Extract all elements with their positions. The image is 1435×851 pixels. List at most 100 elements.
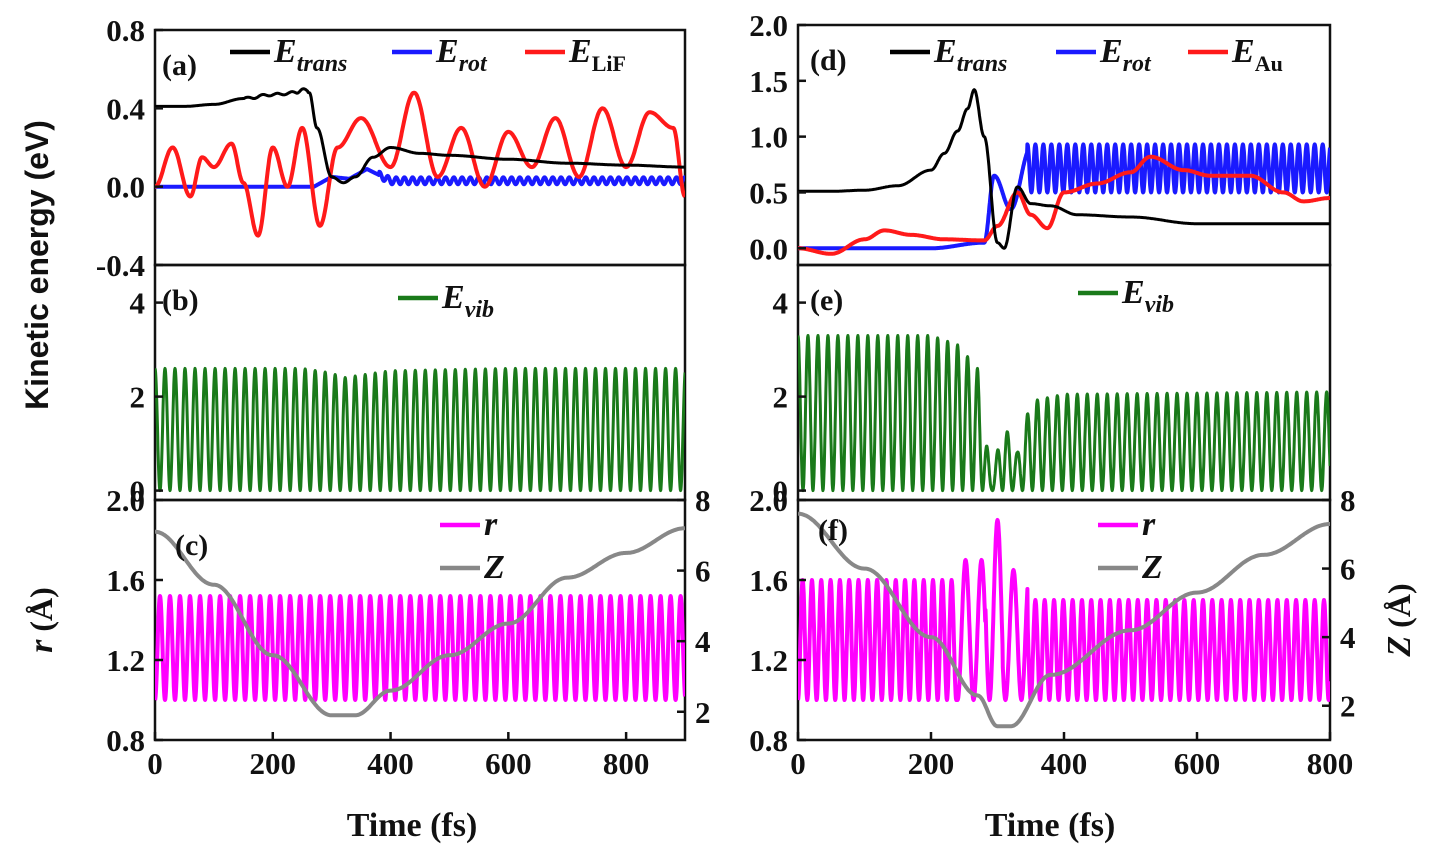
panel-f-legend-item-1-text: Z — [1141, 549, 1163, 586]
panel-a-label: (a) — [162, 49, 197, 82]
panel-a-legend-item-2-text: ELiF — [568, 33, 626, 76]
panel-f-y-tick-label-3: 0.8 — [749, 723, 788, 758]
panel-a-plot — [155, 87, 685, 238]
series-e-vib-line — [155, 366, 685, 493]
right-x-tick-label-3: 600 — [1174, 746, 1221, 781]
series-r-line — [798, 518, 1330, 702]
series-e-lif-line — [155, 90, 685, 238]
panel-c-y-tick-label-2: 1.2 — [106, 643, 145, 678]
panel-d-y-tick-label-0: 2.0 — [749, 8, 788, 43]
panel-b-legend-item-0-text: Evib — [441, 279, 494, 323]
series-r-line — [155, 594, 685, 702]
clip-e-area — [798, 334, 1330, 493]
clip-b-area — [155, 366, 685, 493]
series-z-line — [798, 511, 1330, 729]
right-x-tick-label-4: 800 — [1307, 746, 1354, 781]
panel-e-legend: Evib — [1078, 274, 1174, 318]
panel-e-legend-item-0-text: Evib — [1121, 274, 1174, 318]
panel-d-y-tick-label-3: 0.5 — [749, 175, 788, 210]
panel-f-y2-tick-label-3: 2 — [1340, 689, 1356, 724]
panel-a-y-tick-label-3: -0.4 — [96, 248, 145, 283]
panel-f-y-tick-label-0: 2.0 — [749, 483, 788, 518]
panel-c-y2-tick-label-2: 4 — [695, 624, 711, 659]
series-e-vib-line — [798, 334, 1330, 493]
panel-b-y-tick-label-2: 0 — [130, 474, 146, 509]
panel-d-legend: Etrans Erot EAu — [890, 33, 1283, 77]
panel-a-y-tick-label-1: 0.4 — [106, 91, 145, 126]
panel-c-legend-item-1-text: Z — [483, 549, 505, 586]
series-e-trans-line — [155, 87, 685, 185]
panel-c-y-tick-label-1: 1.6 — [106, 563, 145, 598]
panel-f-label: (f) — [818, 514, 848, 547]
panel-b-legend: Evib — [398, 279, 494, 323]
panel-a-y-tick-label-2: 0.0 — [106, 170, 145, 205]
panel-a-legend-item-0-text: Etrans — [273, 33, 347, 77]
panel-c-y-tick-label-3: 0.8 — [106, 723, 145, 758]
panel-f-y-tick-label-2: 1.2 — [749, 643, 788, 678]
panel-c-legend-item-0-text: r — [484, 506, 498, 543]
panel-f-legend-item-0-text: r — [1142, 506, 1156, 543]
panel-f-legend: rZ — [1098, 506, 1163, 586]
series-z-line — [155, 526, 685, 718]
panel-f-y2-tick-label-2: 4 — [1340, 620, 1356, 655]
panel-d-plot — [798, 88, 1330, 256]
panel-e-y-tick-label-2: 0 — [773, 474, 789, 509]
panel-c-y2-tick-label-0: 8 — [695, 483, 711, 518]
panel-f-y2-tick-label-0: 8 — [1340, 483, 1356, 518]
panel-d-label: (d) — [810, 44, 847, 77]
panel-a-legend: Etrans Erot ELiF — [230, 33, 626, 77]
kinetic-energy-ylabel: Kinetic energy (eV) — [19, 120, 55, 410]
panel-f-plot — [798, 511, 1330, 729]
panel-c-y-tick-label-0: 2.0 — [106, 483, 145, 518]
series-e-au-line — [798, 154, 1330, 256]
left-x-tick-label-3: 600 — [485, 746, 532, 781]
series-e-trans-line — [798, 88, 1330, 250]
panel-d-legend-item-1-text: Erot — [1099, 33, 1152, 77]
panel-e-y-tick-label-1: 2 — [773, 380, 789, 415]
panel-b-y-tick-label-0: 4 — [130, 286, 146, 321]
series-e-rot-line — [798, 142, 1330, 251]
clip-a-area — [155, 87, 685, 238]
right-x-tick-label-0: 0 — [790, 746, 806, 781]
panel-e-y-tick-label-0: 4 — [773, 286, 789, 321]
panel-d-y-tick-label-4: 0.0 — [749, 231, 788, 266]
panel-c-y2-tick-label-1: 6 — [695, 554, 711, 589]
panel-b-y-tick-label-1: 2 — [130, 380, 146, 415]
panel-d-legend-item-2-text: EAu — [1231, 33, 1283, 76]
right-time-xlabel: Time (fs) — [985, 807, 1116, 844]
clip-c-area — [155, 526, 685, 718]
left-x-tick-label-0: 0 — [147, 746, 163, 781]
clip-f-area — [798, 511, 1330, 729]
left-time-xlabel: Time (fs) — [347, 807, 478, 844]
series-e-rot-line — [155, 167, 685, 189]
panel-a-legend-item-1-text: Erot — [435, 33, 488, 77]
panel-e-label: (e) — [810, 284, 843, 317]
panel-c-legend: rZ — [440, 506, 505, 586]
left-x-tick-label-2: 400 — [367, 746, 414, 781]
panel-a-y-tick-label-0: 0.8 — [106, 13, 145, 48]
panel-f-y-tick-label-1: 1.6 — [749, 563, 788, 598]
clip-d-area — [798, 88, 1330, 256]
r-ylabel: r (Å) — [23, 587, 60, 653]
right-x-tick-label-2: 400 — [1041, 746, 1088, 781]
panel-f-y2-tick-label-1: 6 — [1340, 552, 1356, 587]
panel-c-y2-tick-label-3: 2 — [695, 695, 711, 730]
z-ylabel: Z (Å) — [1381, 583, 1418, 657]
panel-c-frame — [153, 498, 687, 742]
panel-b-label: (b) — [162, 284, 199, 317]
left-x-tick-label-1: 200 — [250, 746, 297, 781]
panel-d-y-tick-label-1: 1.5 — [749, 64, 788, 99]
panel-c-plot — [155, 526, 685, 718]
right-x-tick-label-1: 200 — [908, 746, 955, 781]
panel-d-y-tick-label-2: 1.0 — [749, 120, 788, 155]
panel-b-plot — [155, 366, 685, 493]
panel-c-label: (c) — [175, 529, 208, 562]
left-x-tick-label-4: 800 — [603, 746, 650, 781]
panel-e-plot — [798, 334, 1330, 493]
panel-d-legend-item-0-text: Etrans — [933, 33, 1007, 77]
